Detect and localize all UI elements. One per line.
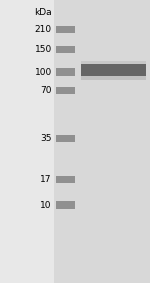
Bar (56, 87, 75, 94)
Bar (56, 68, 75, 76)
Bar (56, 26, 75, 33)
Bar (81, 61, 146, 64)
Text: kDa: kDa (34, 8, 52, 17)
Bar (56, 135, 75, 142)
Text: 35: 35 (40, 134, 52, 143)
Text: 100: 100 (34, 68, 52, 77)
Text: 10: 10 (40, 201, 52, 210)
Bar (81, 76, 146, 80)
Bar (56, 176, 75, 183)
Text: 150: 150 (34, 45, 52, 54)
Text: 210: 210 (35, 25, 52, 34)
Text: 17: 17 (40, 175, 52, 184)
Bar (56, 46, 75, 53)
Bar (54, 0, 150, 283)
Bar (56, 201, 75, 209)
Text: 70: 70 (40, 86, 52, 95)
Bar (81, 64, 146, 76)
